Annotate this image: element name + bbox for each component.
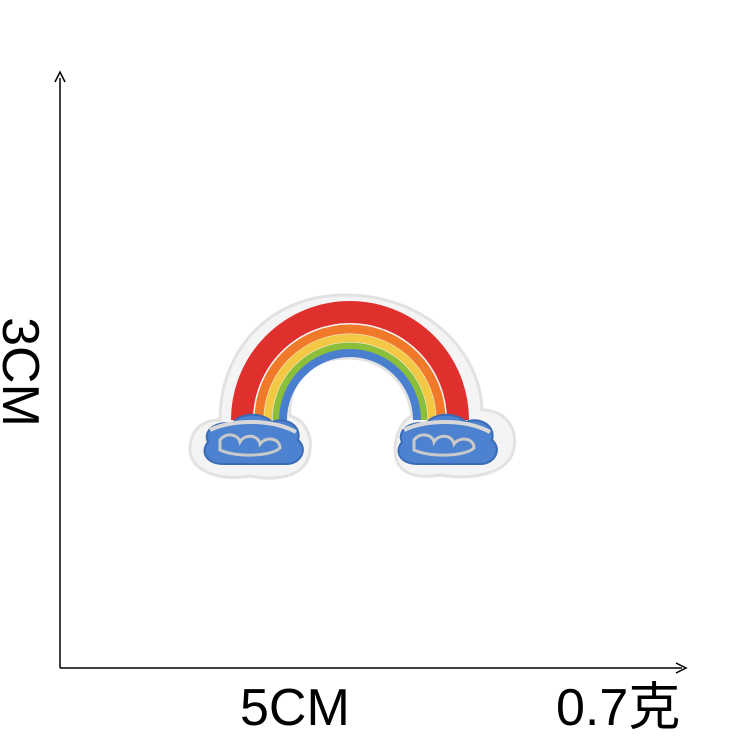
arc-red bbox=[231, 301, 469, 421]
right-cloud bbox=[397, 413, 498, 465]
height-label: 3CM bbox=[0, 317, 49, 427]
arc-yellow bbox=[264, 334, 436, 421]
rainbow-arcs bbox=[231, 301, 469, 421]
rainbow-patch-icon bbox=[188, 293, 517, 480]
arc-blue bbox=[279, 349, 421, 421]
horizontal-axis-arrowhead bbox=[675, 662, 688, 674]
width-label: 5CM bbox=[240, 679, 350, 737]
left-cloud bbox=[203, 413, 304, 465]
vertical-axis-arrowhead bbox=[54, 70, 66, 83]
arc-orange bbox=[254, 324, 446, 421]
arc-green bbox=[272, 342, 428, 421]
weight-label: 0.7克 bbox=[556, 679, 681, 737]
